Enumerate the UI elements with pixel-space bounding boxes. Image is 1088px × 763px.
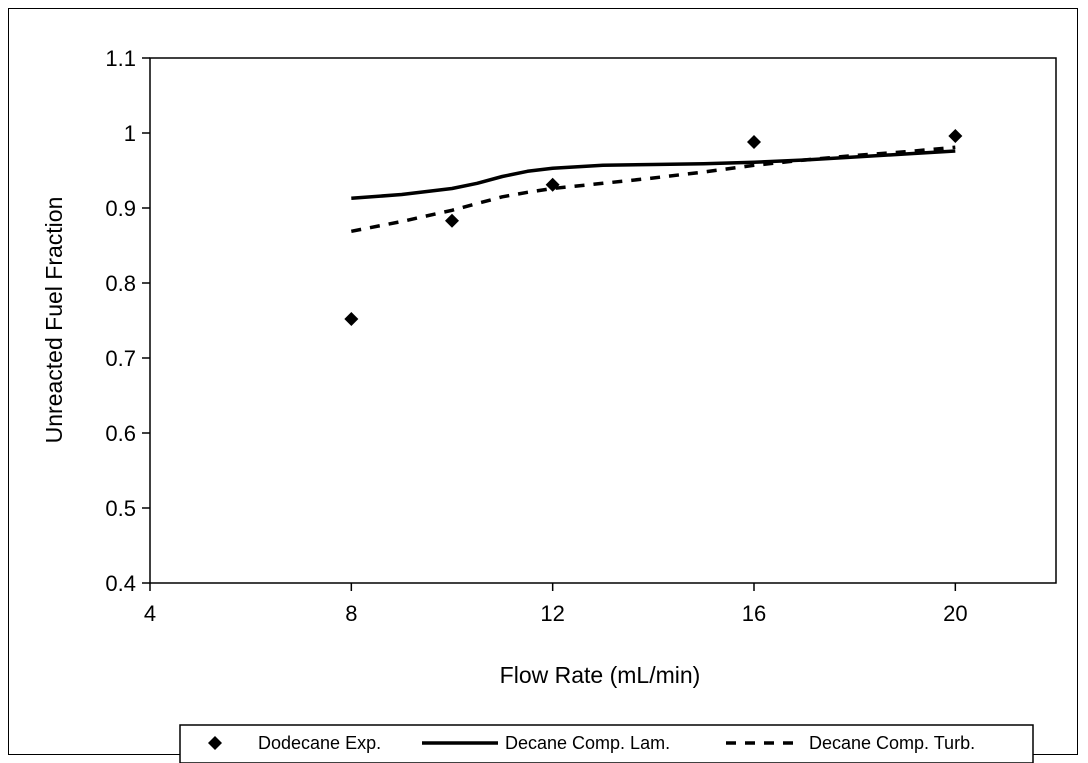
y-tick-label: 0.6 <box>105 421 136 446</box>
y-tick-label: 0.8 <box>105 271 136 296</box>
series-line-decane-comp-turb <box>350 145 956 234</box>
plot-area <box>149 57 1057 584</box>
x-tick-label: 8 <box>345 601 357 626</box>
y-tick-label: 0.9 <box>105 196 136 221</box>
y-tick-label: 0.5 <box>105 496 136 521</box>
series-points <box>344 129 963 326</box>
data-point-dodecane-exp <box>948 129 963 143</box>
x-axis-title: Flow Rate (mL/min) <box>500 662 701 688</box>
legend-marker-dodecane-exp <box>208 736 222 750</box>
data-point-dodecane-exp <box>445 213 459 228</box>
data-point-dodecane-exp <box>545 177 560 192</box>
legend: Dodecane Exp. Decane Comp. Lam. Decane C… <box>179 724 1034 763</box>
y-tick-label: 1.1 <box>105 46 136 71</box>
x-tick-label: 20 <box>943 601 967 626</box>
y-tick-label: 0.4 <box>105 571 136 596</box>
x-tick-label: 12 <box>540 601 564 626</box>
y-axis-title: Unreacted Fuel Fraction <box>41 197 67 444</box>
y-axis-ticks: 0.4 0.5 0.6 0.7 0.8 0.9 1 1.1 <box>105 46 150 596</box>
x-tick-label: 16 <box>742 601 766 626</box>
x-tick-label: 4 <box>144 601 156 626</box>
y-tick-label: 0.7 <box>105 346 136 371</box>
series-line-decane-comp-lam <box>351 149 956 201</box>
data-point-dodecane-exp <box>344 312 359 326</box>
chart-frame <box>8 8 1078 755</box>
x-axis-ticks: 4 8 12 16 20 <box>144 583 968 626</box>
legend-box <box>179 724 1034 763</box>
series-lines <box>350 145 956 234</box>
data-point-dodecane-exp <box>747 135 761 149</box>
legend-label-dodecane-exp: Dodecane Exp. <box>258 733 381 753</box>
legend-label-decane-comp-lam: Decane Comp. Lam. <box>505 733 670 753</box>
y-tick-label: 1 <box>124 121 136 146</box>
legend-label-decane-comp-turb: Decane Comp. Turb. <box>809 733 975 753</box>
